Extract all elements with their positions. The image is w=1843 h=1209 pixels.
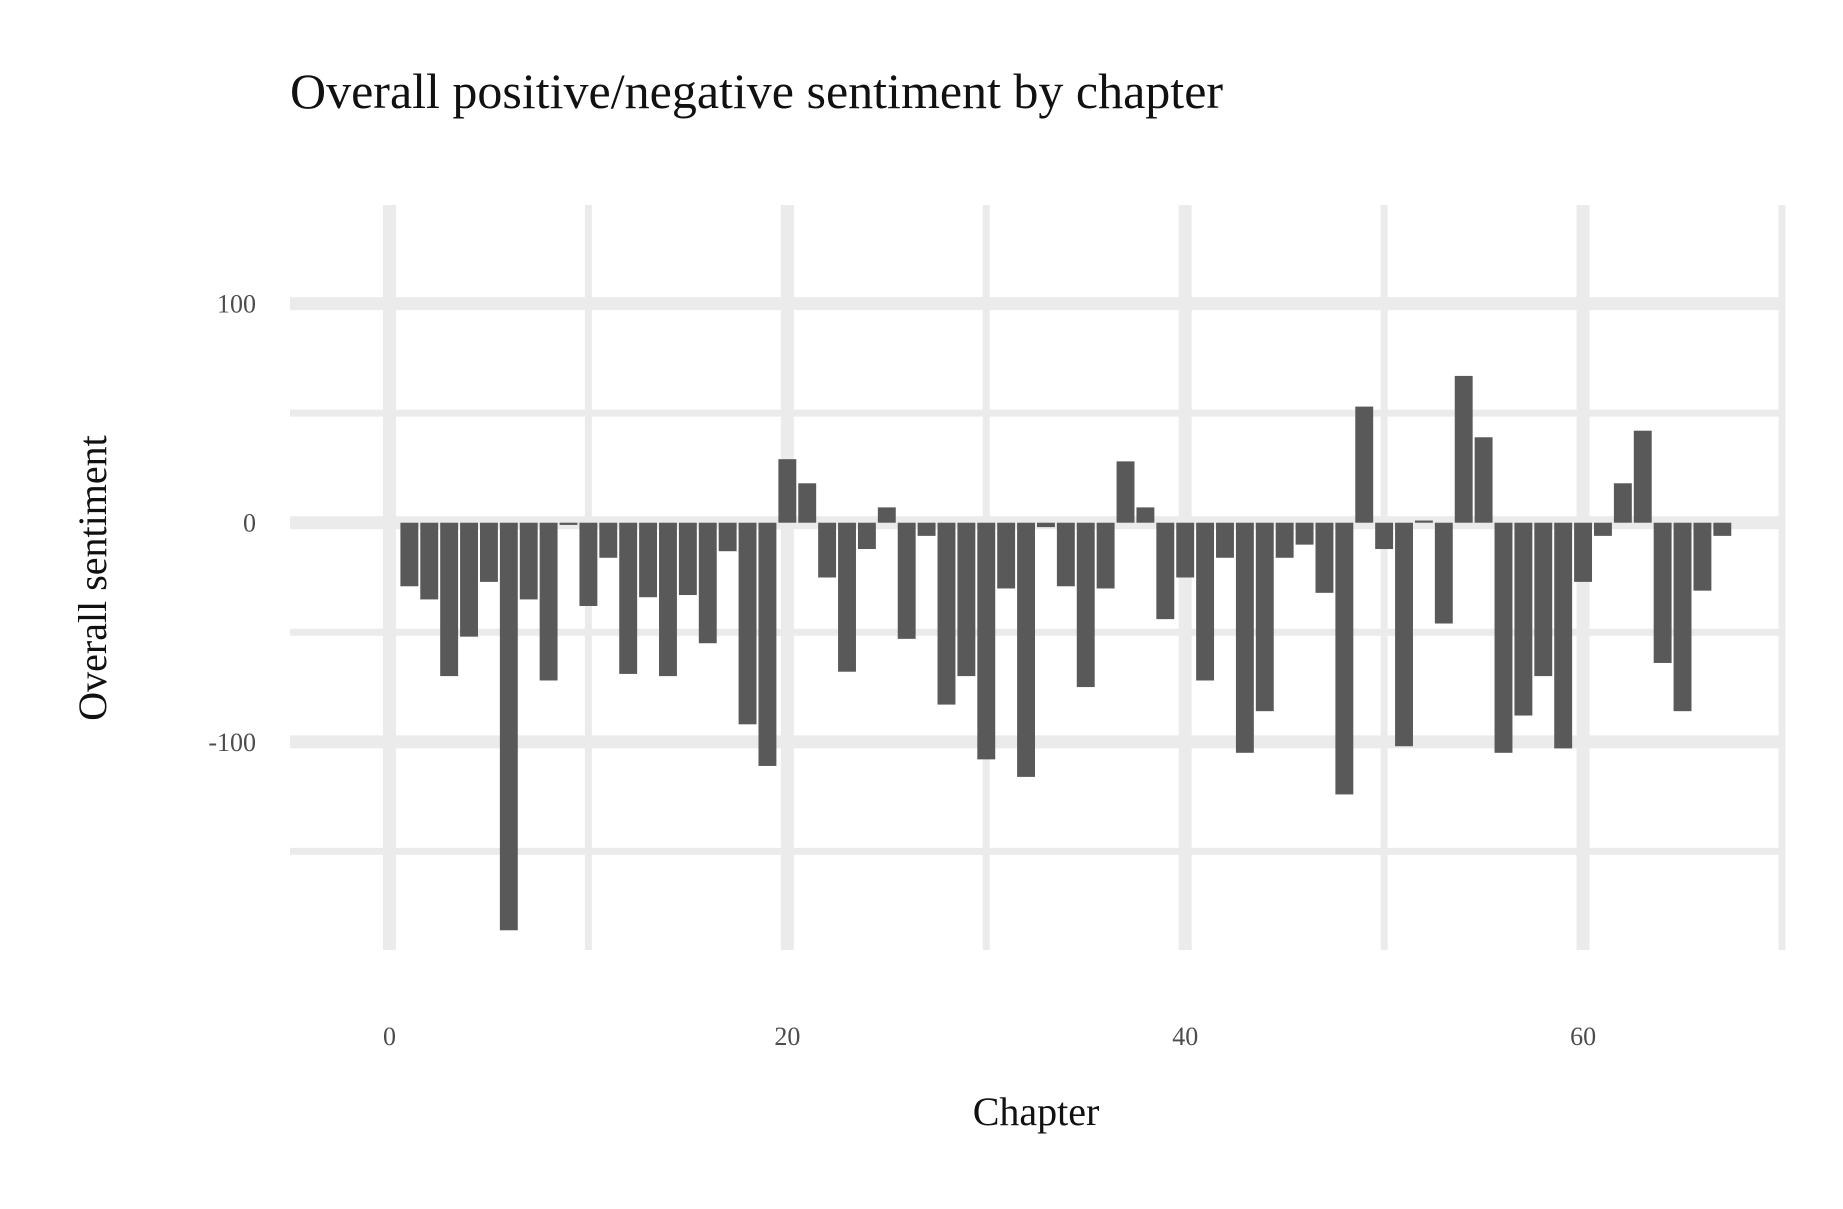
bar-chapter-8 <box>539 522 558 681</box>
bar-chapter-45 <box>1275 522 1294 558</box>
bar-chapter-2 <box>420 522 439 600</box>
y-axis-title: Overall sentiment <box>70 435 115 720</box>
bar-chapter-28 <box>937 522 956 705</box>
x-tick-label: 60 <box>1570 1022 1596 1051</box>
bar-chapter-15 <box>678 522 697 596</box>
bar-chapter-30 <box>977 522 996 760</box>
bar-chapter-54 <box>1454 375 1473 523</box>
bar-chapter-62 <box>1613 483 1632 523</box>
bar-chapter-3 <box>440 522 459 677</box>
bar-chapter-27 <box>917 522 936 536</box>
bar-chapter-50 <box>1375 522 1394 550</box>
bar-chapter-46 <box>1295 522 1314 545</box>
bar-chapter-52 <box>1414 520 1433 523</box>
bar-chapter-42 <box>1216 522 1234 558</box>
y-tick-label: 0 <box>243 509 256 538</box>
bar-chapter-31 <box>997 522 1016 589</box>
bar-chapter-37 <box>1116 461 1135 523</box>
bar-chapter-33 <box>1036 522 1055 528</box>
bar-chapter-41 <box>1196 522 1215 681</box>
bar-chapter-56 <box>1494 522 1513 753</box>
bar-chapter-11 <box>599 522 618 558</box>
bar-chapter-43 <box>1235 522 1254 753</box>
bar-chapter-24 <box>857 522 876 550</box>
bar-chapter-14 <box>659 522 677 677</box>
bar-chapter-55 <box>1474 437 1493 523</box>
bar-chapter-17 <box>718 522 737 552</box>
bar-chapter-64 <box>1653 522 1672 663</box>
bar-chapter-9 <box>559 522 578 525</box>
x-tick-labels: 0 20 40 60 <box>383 1022 1596 1051</box>
x-axis-title: Chapter <box>973 1089 1100 1134</box>
x-tick-label: 20 <box>774 1022 800 1051</box>
bar-chapter-20 <box>778 459 797 523</box>
bar-chapter-48 <box>1335 522 1354 795</box>
bar-chapter-34 <box>1056 522 1075 587</box>
bar-chapter-25 <box>877 507 896 523</box>
bar-chapter-16 <box>698 522 717 644</box>
bar-chapter-65 <box>1673 522 1692 712</box>
bar-chapter-18 <box>738 522 757 725</box>
bar-chapter-66 <box>1693 522 1712 591</box>
bar-chapter-60 <box>1574 522 1593 582</box>
bar-chapter-39 <box>1156 522 1175 620</box>
bar-chapter-19 <box>758 522 777 766</box>
chart-title: Overall positive/negative sentiment by c… <box>290 63 1224 119</box>
y-tick-label: -100 <box>208 728 256 757</box>
bar-chapter-4 <box>460 522 478 637</box>
bar-chapter-32 <box>1017 522 1036 777</box>
bar-chapter-6 <box>499 522 518 931</box>
bar-chapter-40 <box>1176 522 1195 578</box>
bar-chapter-51 <box>1395 522 1413 747</box>
bar-chapter-61 <box>1594 522 1612 536</box>
x-tick-label: 0 <box>383 1022 396 1051</box>
bar-chapter-7 <box>519 522 538 600</box>
bar-chapter-57 <box>1514 522 1533 716</box>
bar-chapter-13 <box>639 522 658 598</box>
bar-chapter-59 <box>1554 522 1573 749</box>
x-tick-label: 40 <box>1172 1022 1198 1051</box>
bar-chapter-67 <box>1713 522 1732 536</box>
bar-chapter-29 <box>957 522 976 677</box>
bar-chapter-22 <box>818 522 837 578</box>
bar-chapter-44 <box>1255 522 1274 712</box>
bar-chapter-63 <box>1633 430 1652 523</box>
y-tick-label: 100 <box>217 290 256 319</box>
bar-chapter-26 <box>897 522 916 639</box>
bar-chapter-10 <box>579 522 598 606</box>
bar-chapter-47 <box>1315 522 1334 593</box>
bar-chapter-1 <box>400 522 419 587</box>
bar-chapter-58 <box>1534 522 1553 677</box>
bar-chapter-5 <box>479 522 498 582</box>
bar-chapter-38 <box>1136 507 1155 523</box>
bar-chapter-12 <box>619 522 638 674</box>
bar-chapter-49 <box>1355 406 1374 523</box>
bar-chapter-36 <box>1096 522 1115 589</box>
bar-chapter-21 <box>798 483 817 523</box>
y-tick-labels: -100 0 100 <box>208 290 256 757</box>
bar-chapter-53 <box>1434 522 1453 624</box>
bar-chapter-35 <box>1076 522 1095 688</box>
bars <box>400 375 1732 931</box>
bar-chapter-23 <box>838 522 856 672</box>
